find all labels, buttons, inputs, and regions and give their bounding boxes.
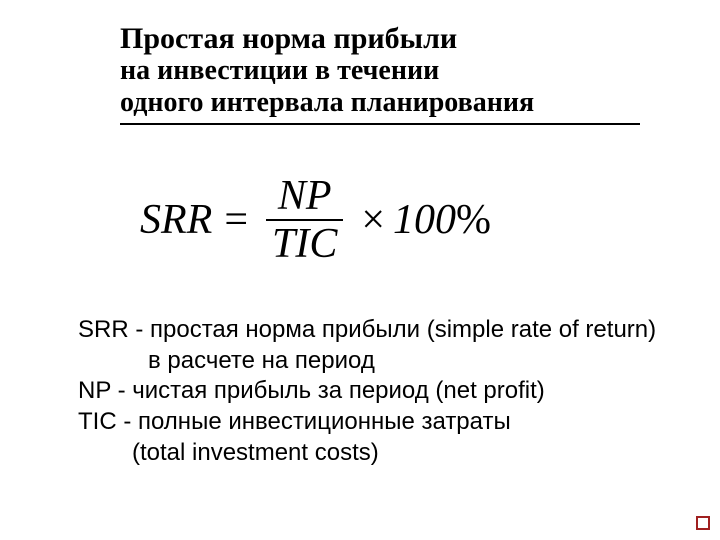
- slide: Простая норма прибыли на инвестиции в те…: [0, 0, 720, 540]
- def-tic-1: TIC - полные инвестиционные затраты: [78, 407, 678, 438]
- hundred: 100: [393, 196, 456, 244]
- formula-lhs: SRR: [140, 196, 224, 244]
- denominator: TIC: [266, 219, 343, 265]
- percent-sign: %: [456, 196, 491, 244]
- numerator: NP: [272, 175, 338, 219]
- multiply-sign: ×: [349, 196, 393, 244]
- formula: SRR = NP TIC × 100 %: [140, 175, 491, 265]
- fraction: NP TIC: [260, 175, 349, 265]
- title-line-2: на инвестиции в течении: [120, 55, 640, 87]
- corner-marker-icon: [696, 516, 710, 530]
- equals-sign: =: [224, 196, 260, 244]
- title-block: Простая норма прибыли на инвестиции в те…: [120, 22, 640, 125]
- title-line-3: одного интервала планирования: [120, 87, 640, 119]
- def-srr-2: в расчете на период: [78, 346, 678, 377]
- def-np: NP - чистая прибыль за период (net profi…: [78, 376, 678, 407]
- def-srr-1: SRR - простая норма прибыли (simple rate…: [78, 315, 678, 346]
- def-tic-2: (total investment costs): [78, 438, 678, 469]
- definitions-block: SRR - простая норма прибыли (simple rate…: [78, 315, 678, 469]
- title-line-1: Простая норма прибыли: [120, 22, 640, 55]
